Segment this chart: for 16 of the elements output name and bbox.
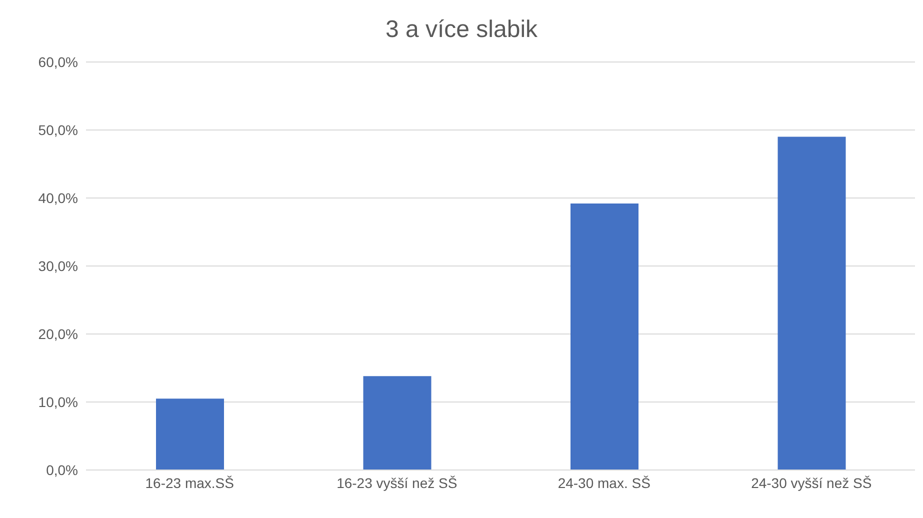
y-tick-label: 10,0% <box>38 394 78 410</box>
bar <box>363 376 432 470</box>
bar <box>570 203 638 470</box>
y-tick-label: 50,0% <box>38 122 78 138</box>
y-tick-label: 0,0% <box>46 462 78 478</box>
x-tick-label: 16-23 vyšší než SŠ <box>336 474 458 491</box>
chart-title: 3 a více slabik <box>384 15 539 45</box>
y-tick-label: 30,0% <box>38 258 78 274</box>
y-tick-label: 60,0% <box>38 54 78 70</box>
x-tick-label: 24-30 max. SŠ <box>558 474 650 491</box>
x-tick-label: 16-23 max.SŠ <box>145 474 234 491</box>
y-tick-label: 40,0% <box>38 190 78 206</box>
bar <box>778 136 846 470</box>
y-tick-label: 20,0% <box>38 326 78 342</box>
x-tick-label: 24-30 vyšší než SŠ <box>751 474 872 491</box>
bar <box>156 398 224 470</box>
